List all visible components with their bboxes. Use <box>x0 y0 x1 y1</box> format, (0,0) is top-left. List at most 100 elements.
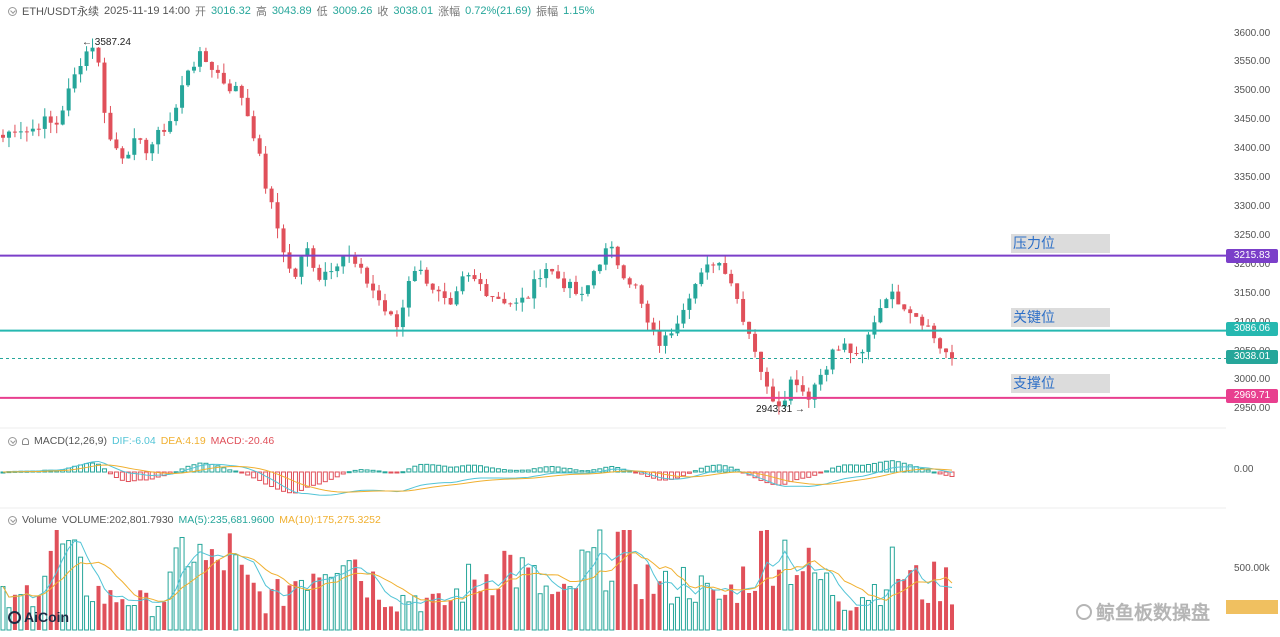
volume-bar <box>896 578 901 630</box>
price-tick-label: 3200.00 <box>1234 258 1271 270</box>
candle-body <box>902 304 907 310</box>
volume-bar <box>30 606 36 631</box>
macd-bar <box>633 471 639 474</box>
volume-bar <box>585 551 591 631</box>
volume-bar <box>812 572 818 631</box>
macd-bar <box>221 467 227 473</box>
volume-legend: Volume VOLUME:202,801.7930 MA(5):235,681… <box>8 514 381 526</box>
volume-bar <box>686 598 692 631</box>
candle-body <box>442 291 447 298</box>
volume-bar <box>209 549 214 630</box>
price-tick-label: 3000.00 <box>1234 374 1271 386</box>
macd-bar <box>406 468 412 473</box>
candle-body <box>490 296 495 298</box>
bell-icon[interactable] <box>22 437 29 445</box>
collapse-volume-icon[interactable] <box>8 515 17 525</box>
volume-bar <box>388 606 393 630</box>
candle-body <box>884 299 889 309</box>
candle-body <box>562 278 567 289</box>
price-tick-label: 3600.00 <box>1234 27 1271 39</box>
candle-body <box>78 65 83 75</box>
candle-body <box>914 313 919 317</box>
macd-bar <box>901 462 907 473</box>
candle-body <box>675 323 680 334</box>
volume-bar <box>173 547 179 631</box>
collapse-icon[interactable] <box>8 6 17 16</box>
volume-bar <box>914 565 919 630</box>
candle-body <box>705 264 710 273</box>
volume-bar <box>215 559 220 630</box>
macd-bar <box>555 466 561 473</box>
candle-body <box>287 252 292 269</box>
candle-body <box>209 61 214 70</box>
candle-body <box>621 265 626 279</box>
volume-bar <box>424 597 429 630</box>
candle-body <box>502 298 507 304</box>
volume-bar <box>454 588 460 631</box>
candle-body <box>544 268 549 279</box>
candle-body <box>168 121 173 132</box>
dea-line <box>2 464 953 493</box>
volume-ma10-line <box>2 552 953 603</box>
volume-bar <box>478 590 483 630</box>
volume-bar <box>78 556 84 631</box>
open-label: 开 <box>195 6 207 18</box>
dea-value: DEA:4.19 <box>160 435 206 447</box>
volume-bar <box>735 602 740 630</box>
macd-bar <box>889 460 895 473</box>
candle-body <box>90 47 95 52</box>
volume-bar <box>902 579 907 630</box>
candle-body <box>729 273 734 284</box>
macd-bar <box>370 469 376 473</box>
candle-body <box>645 303 650 323</box>
candle-body <box>293 268 298 277</box>
candle-body <box>406 281 411 308</box>
price-tick-label: 3550.00 <box>1234 56 1271 68</box>
candle-body <box>639 285 644 304</box>
macd-bar <box>764 471 770 484</box>
volume-bar <box>138 590 143 630</box>
candle-body <box>233 85 238 92</box>
candle-body <box>353 255 358 264</box>
macd-bar <box>854 464 860 473</box>
macd-bar <box>507 469 513 473</box>
candle-body <box>759 351 764 372</box>
candle-body <box>657 329 662 346</box>
volume-bar <box>782 539 788 631</box>
candle-body <box>365 267 370 284</box>
macd-bar <box>424 463 430 473</box>
volume-bar <box>502 550 507 630</box>
candle-body <box>944 348 949 353</box>
volume-bar <box>191 561 197 631</box>
macd-bar <box>454 466 460 473</box>
support-price-tag: 2969.71 <box>1226 389 1278 403</box>
volume-bar <box>562 583 567 630</box>
macd-bar <box>334 471 340 478</box>
candle-body <box>794 379 799 386</box>
candle-body <box>263 153 268 189</box>
volume-bar <box>854 607 859 630</box>
candle-body <box>699 272 704 285</box>
candle-body <box>245 97 250 117</box>
key-price-tag: 3086.06 <box>1226 322 1278 336</box>
collapse-macd-icon[interactable] <box>8 436 17 446</box>
volume-bar <box>203 560 208 630</box>
candle-body <box>568 281 573 289</box>
volume-bar <box>597 529 603 631</box>
candle-body <box>950 352 954 359</box>
volume-bar <box>328 576 334 631</box>
volume-bar <box>639 599 644 630</box>
open-value: 3016.32 <box>211 5 251 17</box>
volume-bar <box>436 593 441 630</box>
volume-bar <box>251 582 256 630</box>
candle-body <box>550 268 555 272</box>
volume-bar <box>460 601 466 631</box>
volume-bar <box>663 570 669 631</box>
macd-bar <box>448 466 454 473</box>
macd-bar <box>137 471 143 481</box>
price-tick-label: 3450.00 <box>1234 114 1271 126</box>
macd-bar <box>883 460 889 473</box>
candle-body <box>126 154 131 159</box>
macd-title: MACD(12,26,9) <box>34 435 107 447</box>
